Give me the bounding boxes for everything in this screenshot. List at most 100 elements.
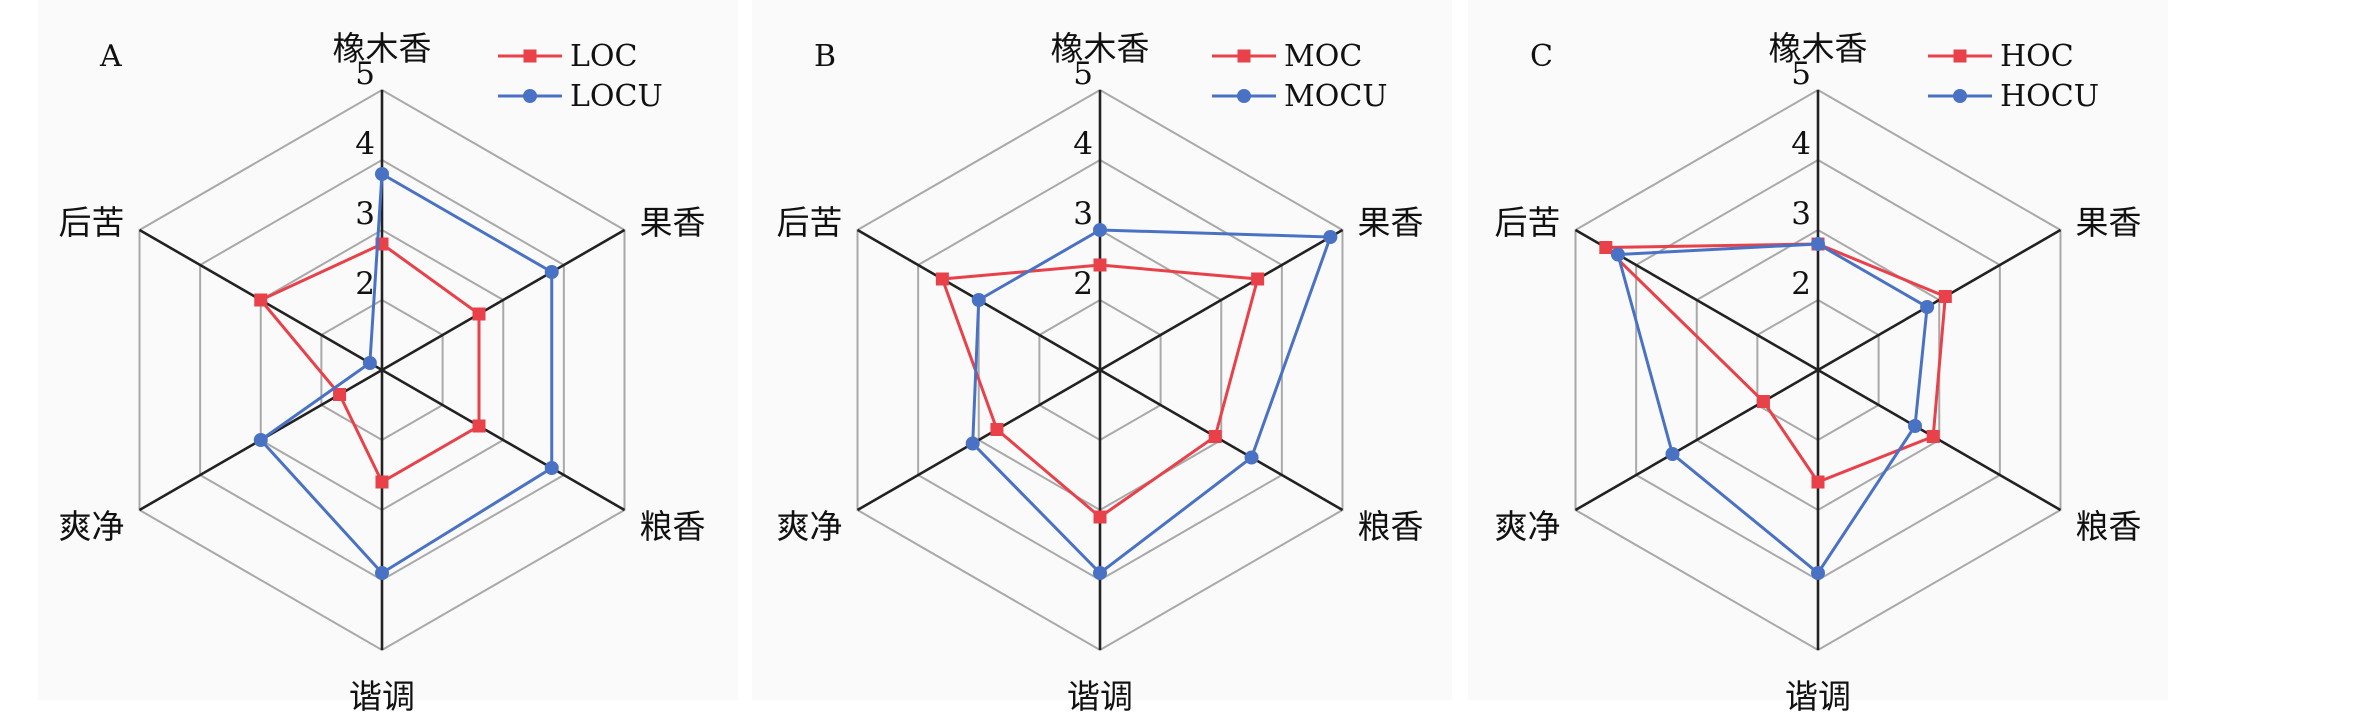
axis-label: 果香	[639, 203, 705, 242]
legend-item: LOC	[498, 39, 637, 74]
data-point	[1599, 241, 1613, 254]
legend-label: MOCU	[1284, 79, 1388, 114]
data-point	[1093, 223, 1107, 237]
series-loc	[254, 237, 486, 489]
data-point	[254, 293, 268, 307]
radial-tick-label: 5	[355, 56, 375, 92]
data-point	[544, 265, 559, 279]
panel-label: B	[814, 39, 836, 74]
legend-item: MOC	[1212, 39, 1362, 74]
legend-label: HOCU	[2000, 79, 2099, 114]
radial-tick-label: 4	[1073, 126, 1093, 162]
data-point	[1665, 447, 1680, 461]
axis-label: 后苦	[1495, 203, 1561, 242]
data-point	[1208, 430, 1222, 443]
radial-tick-label: 4	[355, 126, 375, 162]
data-point	[375, 566, 389, 580]
data-point	[362, 356, 377, 370]
series-hocu	[1610, 237, 1935, 580]
data-point	[1251, 272, 1265, 286]
data-point	[1244, 450, 1259, 465]
data-point	[333, 388, 347, 401]
data-point	[965, 436, 980, 451]
axis-label: 粮香	[1357, 507, 1423, 546]
axis-spoke	[381, 228, 626, 372]
axis-label: 爽净	[777, 507, 843, 546]
legend-label: MOC	[1284, 39, 1362, 74]
legend-label: HOC	[2000, 39, 2074, 74]
series-moc	[935, 258, 1265, 524]
data-point	[375, 167, 389, 181]
data-point	[1811, 475, 1825, 489]
axis-label: 橡木香	[333, 29, 432, 68]
data-point	[472, 419, 486, 433]
axis-label: 橡木香	[1769, 29, 1868, 68]
axis-spoke	[381, 368, 626, 512]
radial-tick-label: 4	[1791, 126, 1811, 162]
radial-tick-label: 3	[1073, 196, 1093, 232]
axis-label: 后苦	[777, 203, 843, 242]
axis-label: 爽净	[59, 507, 125, 546]
axis-label: 爽净	[1495, 507, 1561, 546]
radial-tick-label: 2	[1791, 266, 1811, 302]
panel-background	[752, 0, 1452, 700]
legend-item: HOCU	[1928, 79, 2099, 114]
data-point	[1323, 230, 1338, 244]
legend-item: HOC	[1928, 39, 2074, 74]
axis-label: 粮香	[639, 507, 705, 546]
legend-label: LOCU	[570, 79, 663, 114]
series-locu	[253, 167, 559, 580]
data-point	[253, 433, 268, 447]
radial-tick-label: 5	[1791, 56, 1811, 92]
data-point	[375, 475, 389, 489]
axis-label: 果香	[1357, 203, 1423, 242]
data-point	[971, 293, 986, 307]
data-point	[1093, 258, 1107, 272]
data-point	[1811, 566, 1825, 580]
data-point	[1907, 419, 1922, 433]
data-point	[1920, 300, 1935, 314]
axis-label: 橡木香	[1051, 29, 1150, 68]
axis-spoke	[1574, 368, 1819, 512]
data-point	[1938, 290, 1952, 303]
radial-tick-label: 5	[1073, 56, 1093, 92]
axis-spoke	[1099, 228, 1344, 372]
data-point	[544, 461, 559, 475]
data-point	[935, 272, 949, 286]
axis-label: 果香	[2075, 203, 2141, 242]
legend-marker	[1237, 49, 1251, 63]
radial-tick-label: 2	[355, 266, 375, 302]
data-point	[472, 307, 486, 321]
legend-marker	[523, 49, 537, 63]
data-point	[1756, 395, 1770, 408]
legend-marker	[523, 89, 537, 103]
legend-label: LOC	[570, 39, 637, 74]
data-point	[1093, 510, 1107, 524]
legend-item: LOCU	[498, 79, 663, 114]
series-mocu	[965, 223, 1338, 580]
axis-label: 谐调	[1067, 677, 1133, 716]
radial-tick-label: 3	[1791, 196, 1811, 232]
radial-tick-label: 2	[1073, 266, 1093, 302]
panel-label: C	[1530, 39, 1553, 74]
legend-marker	[1953, 49, 1967, 63]
panel-label: A	[99, 39, 122, 74]
data-point	[1610, 247, 1625, 262]
radial-tick-label: 3	[355, 196, 375, 232]
panel-background	[38, 0, 738, 700]
data-point	[990, 423, 1004, 436]
axis-label: 谐调	[1785, 677, 1851, 716]
data-point	[1926, 430, 1940, 443]
legend-marker	[1953, 89, 1967, 103]
axis-label: 粮香	[2075, 507, 2141, 546]
data-point	[1093, 566, 1107, 580]
axis-label: 后苦	[59, 203, 125, 242]
axis-label: 谐调	[349, 677, 415, 716]
legend-marker	[1237, 89, 1251, 103]
legend-item: MOCU	[1212, 79, 1388, 114]
axis-spoke	[856, 368, 1101, 512]
